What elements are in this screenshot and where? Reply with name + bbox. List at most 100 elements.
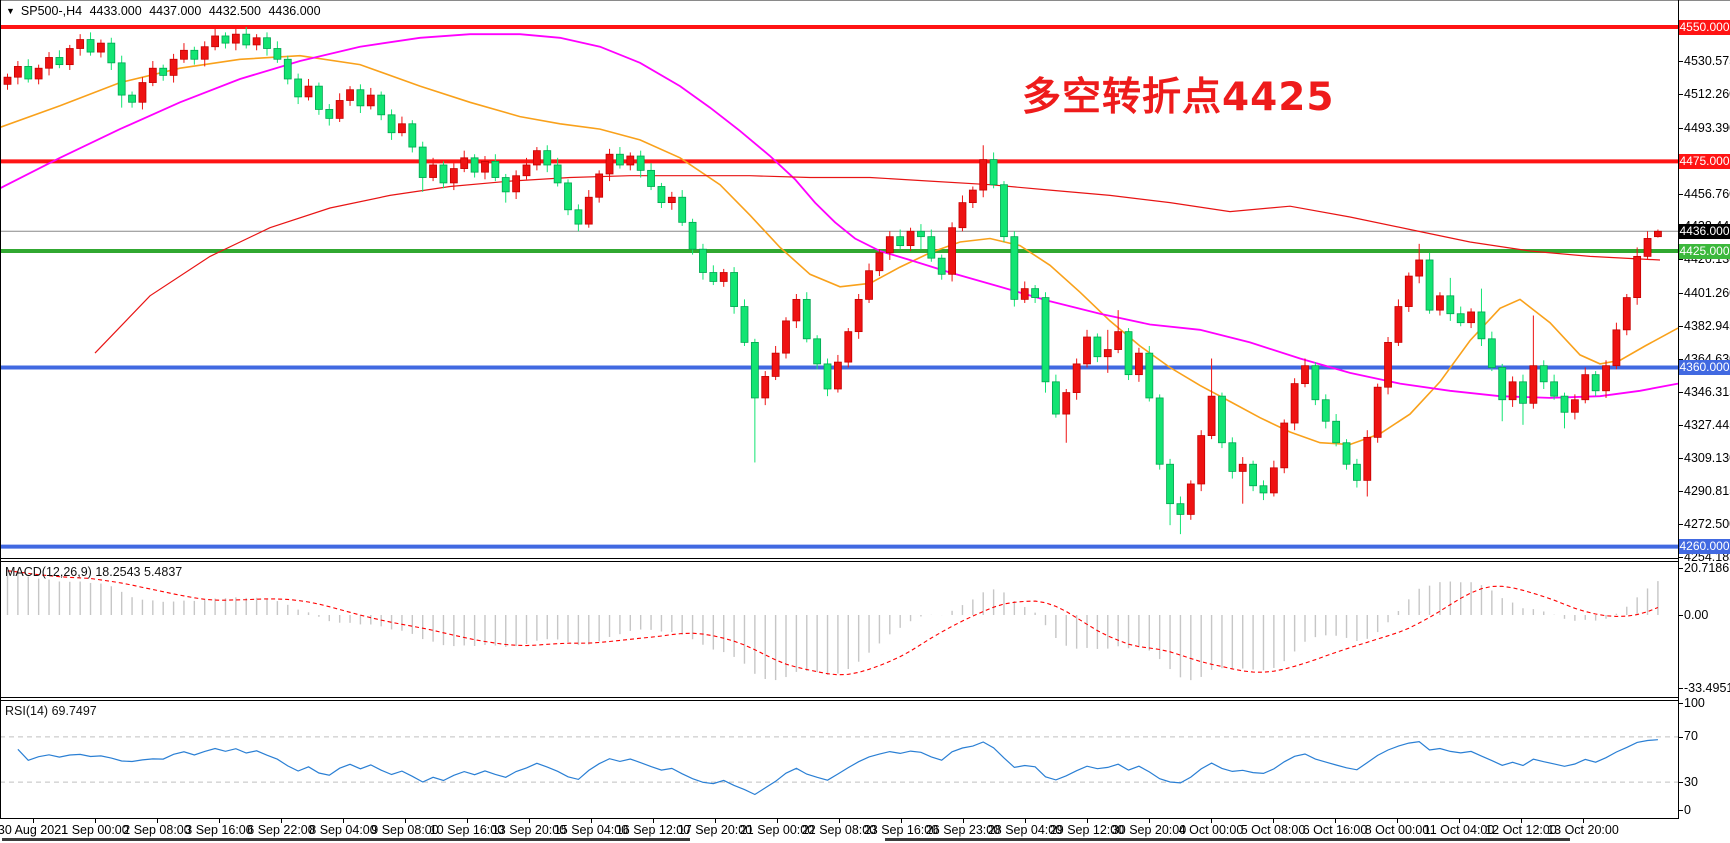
macd-name: MACD(12,26,9)	[5, 565, 92, 579]
time-axis-tick	[715, 819, 716, 823]
time-axis-label: 12 Oct 12:00	[1485, 823, 1557, 837]
price-axis-tick	[1678, 358, 1683, 360]
time-axis-label: 26 Sep 23:00	[925, 823, 1001, 837]
macd-axis-tick	[1678, 568, 1683, 569]
ma-fast-orange	[0, 54, 1679, 446]
price-axis-tick	[1678, 94, 1683, 96]
time-axis-label: 5 Oct 08:00	[1240, 823, 1306, 837]
price-badge-4436.000: 4436.000	[1679, 223, 1730, 239]
time-axis-label: 16 Sep 12:00	[615, 823, 691, 837]
price-badge-4475.000: 4475.000	[1679, 153, 1730, 169]
time-axis-label: 15 Sep 04:00	[553, 823, 629, 837]
price-axis-label: 4290.815	[1684, 483, 1730, 498]
time-axis-tick	[1335, 819, 1336, 823]
time-axis-tick	[653, 819, 654, 823]
main-panel-bottom-border	[0, 558, 1679, 559]
ohlc-high: 4437.000	[149, 4, 202, 18]
macd-signal-line	[7, 570, 1659, 676]
time-axis-label: 8 Oct 00:00	[1364, 823, 1430, 837]
price-axis-label: 4272.500	[1684, 516, 1730, 531]
price-axis-tick	[1678, 523, 1683, 525]
macd-axis-tick	[1678, 688, 1683, 689]
price-axis-separator	[1678, 0, 1679, 819]
rsi-axis-tick	[1678, 810, 1683, 811]
price-axis-label: 4346.315	[1684, 384, 1730, 399]
ohlc-open: 4433.000	[89, 4, 142, 18]
time-axis-label: 23 Sep 16:00	[863, 823, 939, 837]
macd-axis-label: -33.4951	[1684, 680, 1730, 695]
time-axis-tick	[1521, 819, 1522, 823]
price-badge-4425.000: 4425.000	[1679, 243, 1730, 259]
price-badge-4360.000: 4360.000	[1679, 359, 1730, 375]
price-badge-4260.000: 4260.000	[1679, 539, 1730, 555]
price-axis-label: 4456.760	[1684, 186, 1730, 201]
rsi-indicator-label: RSI(14) 69.7497	[5, 704, 97, 718]
chart-annotation-text[interactable]: 多空转折点4425	[1022, 75, 1335, 120]
time-axis-label: 6 Sep 22:00	[247, 823, 315, 837]
rsi-axis-label: 100	[1684, 695, 1705, 710]
price-axis-tick	[1678, 556, 1683, 558]
price-axis-label: 4530.575	[1684, 54, 1730, 69]
time-axis-tick	[1397, 819, 1398, 823]
price-axis-tick	[1678, 325, 1683, 327]
time-axis-tick	[1583, 819, 1584, 823]
price-axis-tick	[1678, 391, 1683, 393]
time-axis-label: 17 Sep 20:00	[677, 823, 753, 837]
time-axis-tick	[1087, 819, 1088, 823]
price-axis-label: 4512.260	[1684, 87, 1730, 102]
rsi-value: 69.7497	[51, 704, 97, 718]
rsi-axis-label: 0	[1684, 802, 1691, 817]
time-axis-tick	[1149, 819, 1150, 823]
time-axis-label: 30 Sep 20:00	[1111, 823, 1187, 837]
ohlc-low: 4432.500	[208, 4, 261, 18]
rsi-panel-bottom-border	[0, 818, 1679, 819]
window-top-border	[0, 0, 1730, 1]
price-axis-label: 4493.390	[1684, 120, 1730, 135]
ma-slow-red	[94, 175, 1661, 354]
time-axis-tick	[901, 819, 902, 823]
time-axis-tick	[777, 819, 778, 823]
time-axis-tick	[839, 819, 840, 823]
time-axis-label: 6 Oct 16:00	[1302, 823, 1368, 837]
window-left-border	[0, 0, 1, 819]
time-axis-tick	[1459, 819, 1460, 823]
macd-panel-top-border	[0, 561, 1679, 562]
time-axis-label: 13 Sep 20:00	[491, 823, 567, 837]
macd-axis-label: 20.7186	[1684, 560, 1730, 575]
time-axis-tick	[1025, 819, 1026, 823]
scrollbar-segment[interactable]	[885, 838, 1570, 841]
time-axis-tick	[1211, 819, 1212, 823]
time-axis-label: 28 Sep 04:00	[987, 823, 1063, 837]
candlesticks[interactable]	[3, 27, 1662, 535]
time-axis-tick	[405, 819, 406, 823]
time-axis-label: 3 Sep 16:00	[185, 823, 253, 837]
price-axis-tick	[1678, 293, 1683, 295]
chart-title: ▼ SP500-,H4 4433.000 4437.000 4432.500 44…	[6, 4, 325, 18]
chart-dropdown-icon[interactable]: ▼	[6, 6, 15, 16]
price-axis-tick	[1678, 193, 1683, 195]
rsi-axis-label: 30	[1684, 774, 1698, 789]
time-axis-tick	[1273, 819, 1274, 823]
time-axis-label: 1 Sep 00:00	[61, 823, 129, 837]
time-axis-label: 11 Oct 04:00	[1423, 823, 1495, 837]
time-axis-tick	[529, 819, 530, 823]
time-axis-label: 21 Sep 00:00	[739, 823, 815, 837]
time-axis-tick	[95, 819, 96, 823]
time-axis-tick	[219, 819, 220, 823]
price-axis-tick	[1678, 61, 1683, 63]
rsi-panel	[0, 736, 1678, 796]
price-axis-tick	[1678, 127, 1683, 129]
scrollbar-segment[interactable]	[2, 838, 690, 841]
macd-axis-label: 0.00	[1684, 607, 1709, 622]
time-axis-tick	[591, 819, 592, 823]
macd-axis-tick	[1678, 615, 1683, 616]
price-axis-tick	[1678, 425, 1683, 427]
time-axis-label: 2 Sep 08:00	[123, 823, 191, 837]
rsi-axis-label: 70	[1684, 729, 1698, 744]
rsi-axis-tick	[1678, 736, 1683, 738]
time-axis-label: 9 Sep 08:00	[371, 823, 439, 837]
price-axis-label: 4327.445	[1684, 418, 1730, 433]
rsi-line	[17, 739, 1658, 796]
